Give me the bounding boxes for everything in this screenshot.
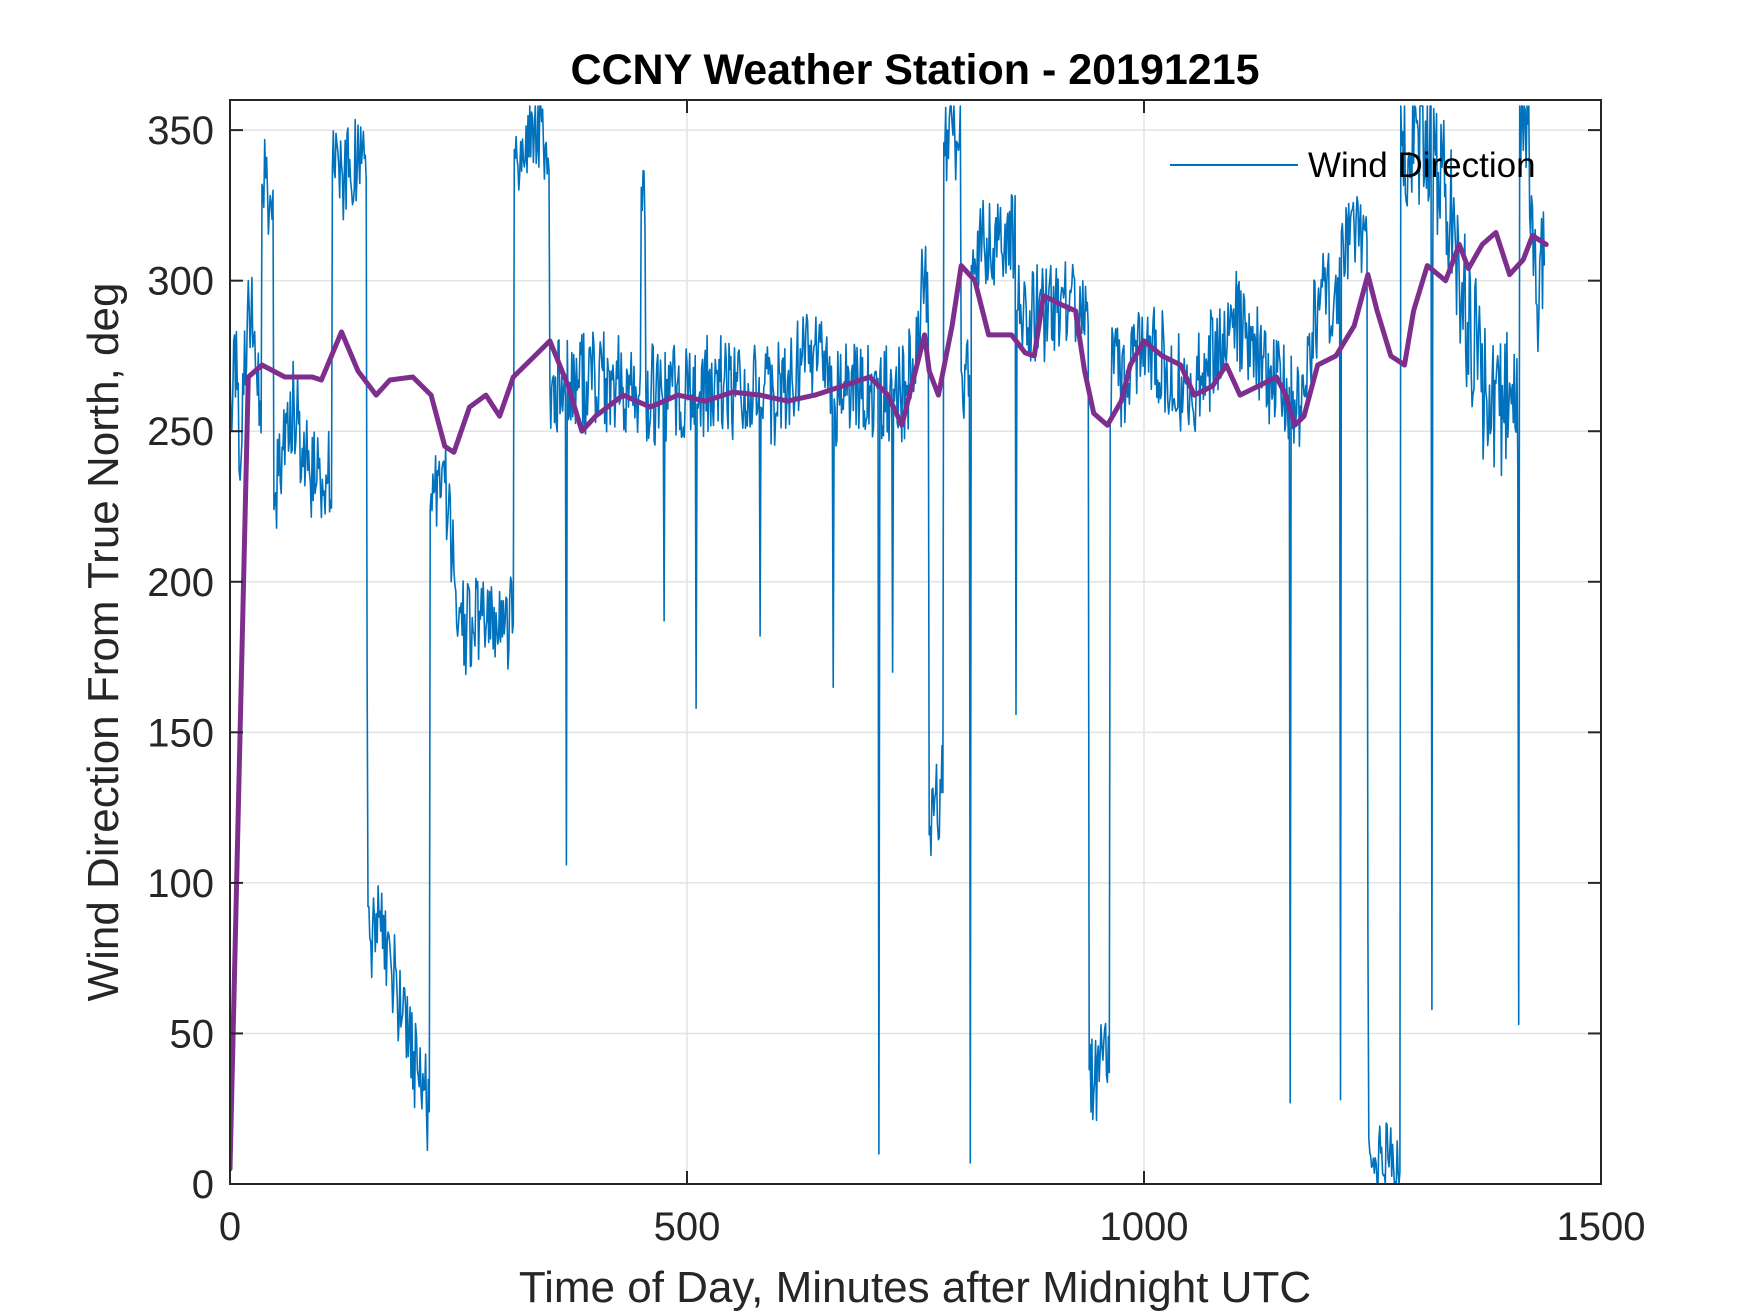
y-axis-label: Wind Direction From True North, deg bbox=[79, 283, 128, 1002]
chart-title: CCNY Weather Station - 20191215 bbox=[570, 46, 1259, 94]
x-tick-label: 0 bbox=[219, 1205, 241, 1249]
grid bbox=[229, 100, 1602, 1185]
plot-frame bbox=[229, 99, 1602, 1185]
y-tick-label: 100 bbox=[147, 862, 214, 906]
y-tick-label: 0 bbox=[192, 1163, 214, 1207]
legend: Wind Direction bbox=[1170, 146, 1536, 185]
x-tick-label: 1500 bbox=[1557, 1205, 1646, 1249]
y-tick-label: 150 bbox=[147, 711, 214, 755]
series-moving-average-line bbox=[230, 230, 1549, 1172]
y-tick-label: 50 bbox=[170, 1012, 215, 1056]
x-axis-label: Time of Day, Minutes after Midnight UTC bbox=[519, 1263, 1311, 1312]
series-wind-direction-line bbox=[230, 105, 1546, 1184]
legend-label-wind-direction: Wind Direction bbox=[1308, 146, 1536, 185]
x-tick-label: 500 bbox=[654, 1205, 721, 1249]
y-tick-label: 300 bbox=[147, 260, 214, 304]
y-tick-label: 350 bbox=[147, 109, 214, 153]
y-tick-label: 250 bbox=[147, 410, 214, 454]
x-tick-label: 1000 bbox=[1100, 1205, 1189, 1249]
y-tick-label: 200 bbox=[147, 561, 214, 605]
axis-ticks: 0 500 1000 1500 0 50 100 150 200 250 300 350 bbox=[147, 100, 1645, 1249]
